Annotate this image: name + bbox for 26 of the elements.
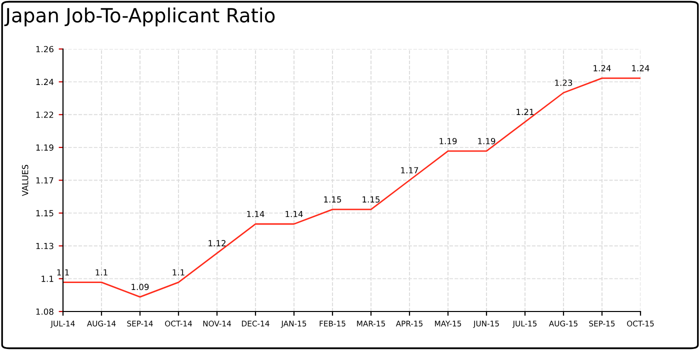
data-label: 1.19	[440, 138, 457, 144]
data-label: 1.14	[247, 210, 264, 218]
data-label: 1.1	[96, 269, 108, 276]
y-tick-label: 1.24	[36, 78, 54, 85]
y-tick-label: 1.19	[36, 144, 54, 151]
chart-title: Japan Job-To-Applicant Ratio	[4, 8, 275, 26]
y-tick-label: 1.17	[36, 177, 54, 184]
data-label: 1.15	[362, 196, 380, 203]
data-label: 1.19	[478, 138, 496, 144]
y-tick-label: 1.22	[36, 112, 54, 118]
data-label: 1.24	[594, 65, 611, 72]
data-label: 1.15	[324, 196, 342, 203]
data-label: 1.14	[286, 210, 303, 218]
data-label: 1.23	[555, 80, 572, 86]
y-tick-label: 1.08	[36, 308, 54, 315]
data-label: 1.21	[516, 108, 534, 115]
y-tick-label: 1.15	[36, 210, 54, 216]
y-tick-label: 1.13	[36, 242, 54, 250]
y-tick-label: 1.1	[42, 276, 54, 282]
data-label: 1.1	[172, 269, 184, 276]
data-label: 1.24	[632, 65, 650, 72]
data-label: 1.09	[132, 284, 149, 290]
y-axis-title: VALUES	[22, 164, 28, 196]
data-label: 1.12	[208, 240, 226, 246]
y-tick-label: 1.26	[36, 46, 54, 52]
data-label: 1.17	[401, 167, 418, 174]
